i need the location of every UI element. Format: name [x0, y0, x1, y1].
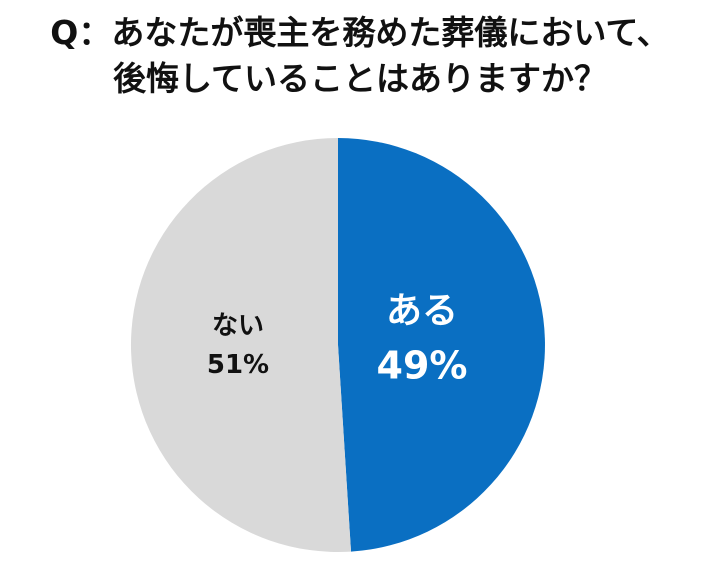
slice-label-aru: ある	[386, 291, 458, 332]
slice-value-nai: 51%	[207, 350, 269, 380]
title-line-2: 後悔していることはありますか？	[112, 59, 607, 98]
pie-slice-aru	[338, 138, 545, 552]
title-line-1: Q：あなたが喪主を務めた葬儀において、	[50, 13, 670, 52]
slice-value-aru: 49%	[377, 344, 468, 388]
chart-title: Q：あなたが喪主を務めた葬儀において、 後悔していることはありますか？	[0, 10, 720, 102]
pie-slice-nai	[130, 138, 351, 552]
slice-label-nai: ない	[212, 311, 264, 341]
